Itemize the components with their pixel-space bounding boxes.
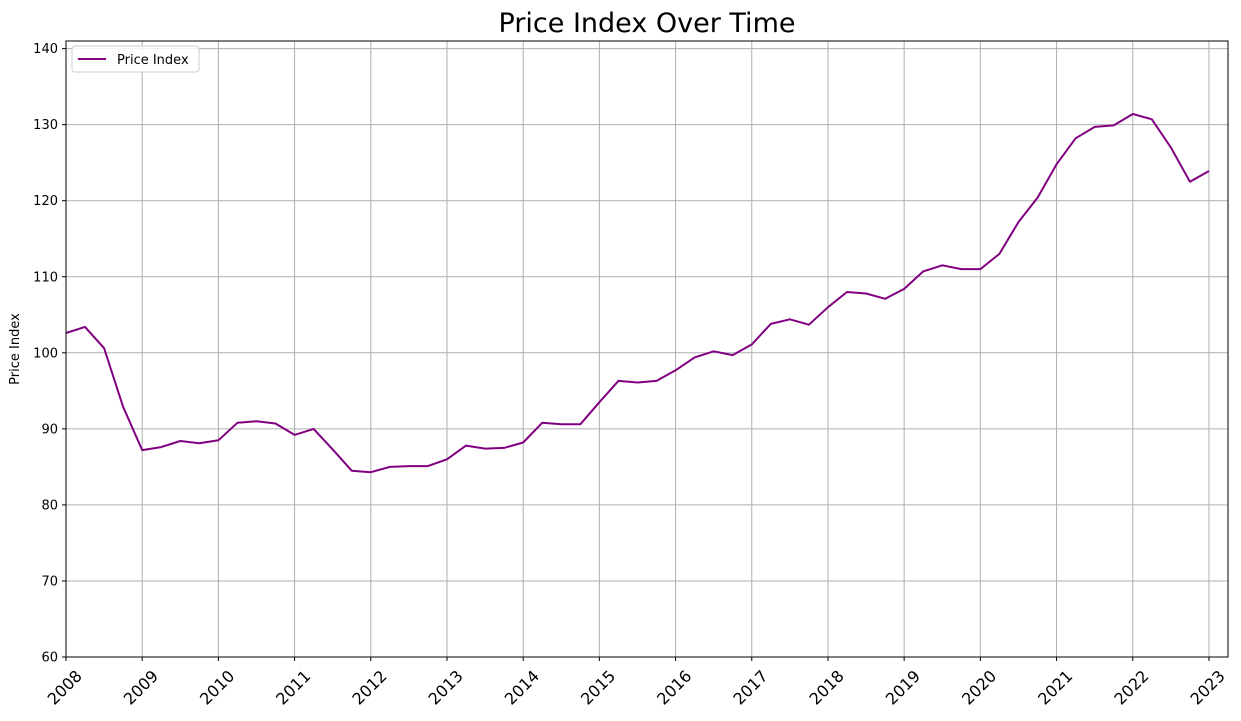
series-line-price-index <box>65 113 1210 474</box>
data-point <box>275 423 277 425</box>
data-point <box>808 324 810 326</box>
data-point <box>675 369 677 371</box>
data-point <box>313 428 315 430</box>
y-tick-label: 110 <box>33 270 58 285</box>
y-tick-label: 70 <box>41 574 58 589</box>
y-axis-label: Price Index <box>8 313 23 385</box>
data-point <box>656 380 658 382</box>
data-point <box>332 448 334 450</box>
data-point <box>1151 118 1153 120</box>
data-point <box>370 471 372 473</box>
data-point <box>1113 124 1115 126</box>
y-tick-label: 80 <box>41 498 58 513</box>
y-tick-label: 120 <box>33 194 58 209</box>
data-point <box>522 442 524 444</box>
chart-title: Price Index Over Time <box>499 8 796 39</box>
data-point <box>598 401 600 403</box>
data-point <box>903 288 905 290</box>
data-point <box>713 350 715 352</box>
data-point <box>732 354 734 356</box>
data-point <box>1208 170 1210 172</box>
data-point <box>827 306 829 308</box>
data-point <box>1189 181 1191 183</box>
data-point <box>1037 197 1039 199</box>
data-point <box>1018 221 1020 223</box>
data-point <box>979 268 981 270</box>
data-point <box>503 447 505 449</box>
data-point <box>694 356 696 358</box>
data-point <box>236 422 238 424</box>
data-point <box>884 298 886 300</box>
data-point <box>389 466 391 468</box>
y-tick-label: 90 <box>41 422 58 437</box>
y-tick-label: 60 <box>41 651 58 666</box>
data-point <box>960 268 962 270</box>
data-point <box>446 458 448 460</box>
data-point <box>256 420 258 422</box>
data-point <box>789 318 791 320</box>
data-point <box>1094 126 1096 128</box>
data-point <box>865 293 867 295</box>
plot-area-frame <box>65 40 1229 658</box>
data-point <box>922 270 924 272</box>
data-point <box>560 423 562 425</box>
data-point <box>1170 147 1172 149</box>
data-point <box>751 343 753 345</box>
data-point <box>484 448 486 450</box>
data-point <box>217 439 219 441</box>
data-point <box>160 446 162 448</box>
legend: Price Index <box>71 45 200 73</box>
data-point <box>846 291 848 293</box>
legend-box <box>71 45 200 73</box>
data-point <box>179 440 181 442</box>
data-point <box>579 423 581 425</box>
y-axis-ticks: 60 70 80 90 100 110 120 130 140 <box>33 42 66 666</box>
data-point <box>122 406 124 408</box>
data-point <box>427 465 429 467</box>
data-point <box>351 470 353 472</box>
y-tick-label: 140 <box>33 42 58 57</box>
data-point <box>294 434 296 436</box>
data-point <box>1056 163 1058 165</box>
data-point <box>84 326 86 328</box>
data-point <box>770 323 772 325</box>
grid <box>65 41 1228 658</box>
data-point <box>141 449 143 451</box>
series-layer <box>65 113 1210 474</box>
data-point <box>637 382 639 384</box>
data-point <box>941 264 943 266</box>
data-point <box>465 445 467 447</box>
y-tick-label: 100 <box>33 346 58 361</box>
data-point <box>103 347 105 349</box>
data-point <box>408 465 410 467</box>
legend-label: Price Index <box>117 53 189 68</box>
y-tick-label: 130 <box>33 118 58 133</box>
data-point <box>1075 137 1077 139</box>
data-point <box>617 380 619 382</box>
data-point <box>541 422 543 424</box>
data-point <box>1132 113 1134 115</box>
data-point <box>198 442 200 444</box>
data-point <box>998 253 1000 255</box>
